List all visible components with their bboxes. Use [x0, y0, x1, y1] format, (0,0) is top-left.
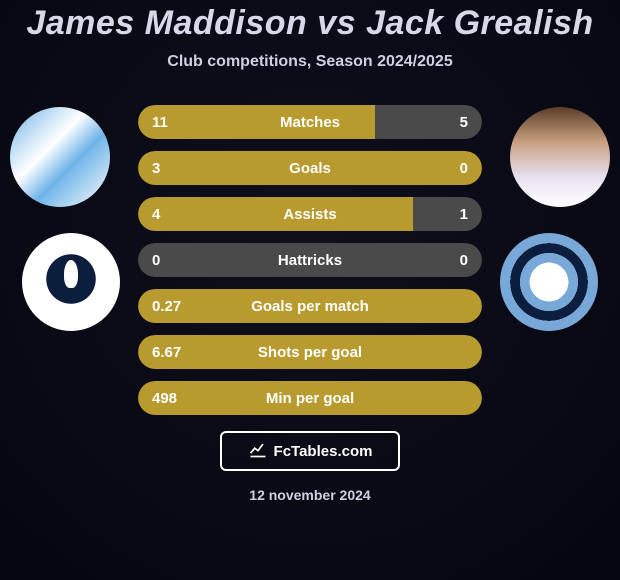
stat-value-left: 4 — [152, 206, 160, 223]
stat-value-left: 6.67 — [152, 344, 181, 361]
date-label: 12 november 2024 — [0, 487, 620, 503]
stat-value-right: 0 — [460, 252, 468, 269]
stat-label: Min per goal — [266, 390, 354, 407]
stat-value-right: 0 — [460, 160, 468, 177]
stat-row: 6.67 Shots per goal — [138, 335, 482, 369]
stat-value-right: 5 — [460, 114, 468, 131]
stat-label: Goals — [289, 160, 331, 177]
stat-bars: 11 Matches 5 3 Goals 0 4 Assists 1 0 Hattricks 0 0.2… — [138, 105, 482, 427]
stat-value-left: 0.27 — [152, 298, 181, 315]
stat-row: 498 Min per goal — [138, 381, 482, 415]
stat-value-left: 498 — [152, 390, 177, 407]
player-photo-right — [510, 107, 610, 207]
brand-badge: FcTables.com — [220, 431, 400, 471]
page-title: James Maddison vs Jack Grealish — [0, 4, 620, 43]
brand-label: FcTables.com — [274, 443, 373, 460]
stat-label: Matches — [280, 114, 340, 131]
stat-label: Goals per match — [251, 298, 369, 315]
club-badge-left — [22, 233, 120, 331]
stat-value-left: 0 — [152, 252, 160, 269]
subtitle: Club competitions, Season 2024/2025 — [0, 53, 620, 71]
stats-area: 11 Matches 5 3 Goals 0 4 Assists 1 0 Hattricks 0 0.2… — [0, 99, 620, 419]
stat-value-left: 11 — [152, 114, 168, 131]
stat-row: 0.27 Goals per match — [138, 289, 482, 323]
chart-icon — [248, 439, 268, 463]
stat-label: Hattricks — [278, 252, 342, 269]
stat-row: 0 Hattricks 0 — [138, 243, 482, 277]
stat-row: 3 Goals 0 — [138, 151, 482, 185]
stat-value-left: 3 — [152, 160, 160, 177]
club-badge-right — [500, 233, 598, 331]
stat-label: Shots per goal — [258, 344, 362, 361]
stat-label: Assists — [283, 206, 336, 223]
stat-row: 4 Assists 1 — [138, 197, 482, 231]
player-photo-left — [10, 107, 110, 207]
stat-row: 11 Matches 5 — [138, 105, 482, 139]
stat-value-right: 1 — [460, 206, 468, 223]
